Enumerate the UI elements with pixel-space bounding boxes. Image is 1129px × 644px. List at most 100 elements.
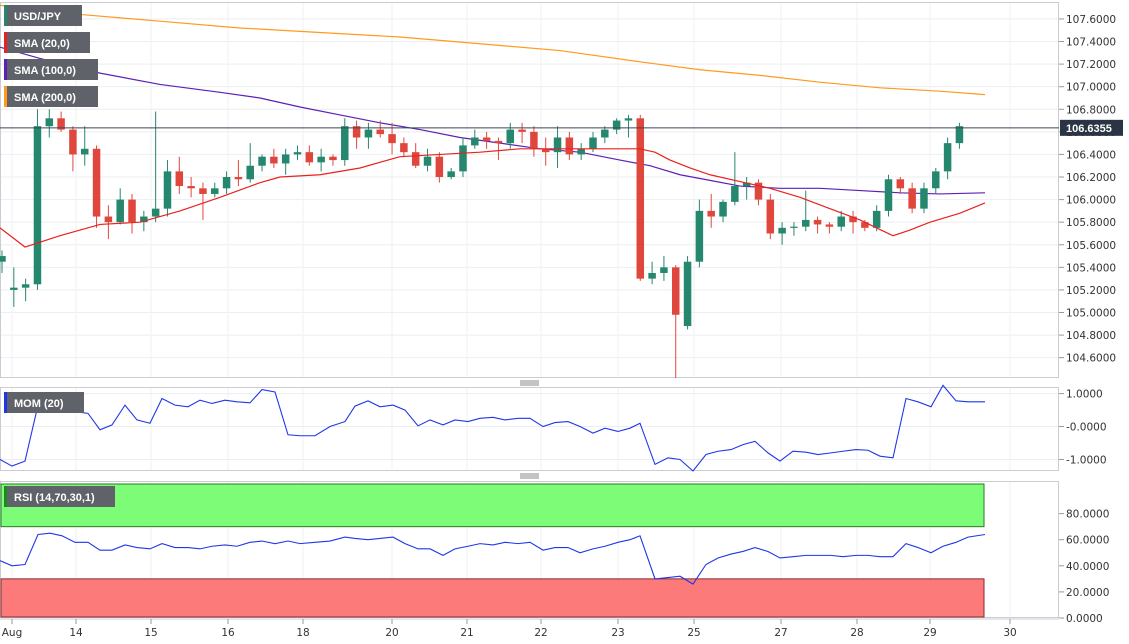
candle bbox=[435, 152, 444, 183]
main-y-tick-label: 107.4000 bbox=[1066, 37, 1116, 49]
candle bbox=[790, 222, 798, 236]
candle bbox=[908, 182, 916, 214]
candle bbox=[612, 118, 621, 135]
candle bbox=[577, 143, 585, 161]
candle-body bbox=[163, 171, 172, 209]
candle-body bbox=[707, 210, 715, 217]
x-tick-label: 22 bbox=[534, 627, 547, 639]
candle-body bbox=[175, 171, 184, 187]
candle-body bbox=[731, 186, 739, 202]
candle-body bbox=[872, 210, 881, 228]
candle-body bbox=[45, 118, 54, 127]
main-y-tick-label: 104.8000 bbox=[1066, 330, 1116, 342]
candle bbox=[731, 152, 739, 206]
candle-body bbox=[802, 219, 810, 227]
candle-body bbox=[447, 171, 455, 178]
candle-body bbox=[435, 156, 444, 178]
rsi-y-tick-label: 80.0000 bbox=[1066, 509, 1109, 521]
candle bbox=[518, 122, 526, 144]
candle bbox=[683, 256, 692, 330]
candle bbox=[329, 154, 337, 166]
candle-body bbox=[0, 256, 6, 262]
candle bbox=[494, 137, 503, 161]
x-tick-label: 25 bbox=[687, 627, 700, 639]
candle-body bbox=[671, 267, 680, 315]
candle bbox=[660, 256, 668, 281]
candle bbox=[849, 210, 857, 234]
last-price-label-bg bbox=[1060, 119, 1123, 136]
legend-sma200-text: SMA (200,0) bbox=[14, 92, 76, 104]
candle-body bbox=[92, 148, 101, 217]
candle bbox=[246, 143, 254, 183]
x-tick-label: 27 bbox=[774, 627, 787, 639]
main-y-tick-label: 105.2000 bbox=[1066, 285, 1116, 297]
candle bbox=[636, 114, 645, 281]
candle bbox=[45, 109, 54, 138]
candle-body bbox=[695, 210, 704, 262]
candle-body bbox=[896, 179, 905, 189]
candle bbox=[352, 120, 361, 149]
candle bbox=[695, 199, 704, 268]
candle bbox=[104, 205, 113, 240]
candle-body bbox=[400, 143, 408, 153]
candle bbox=[932, 167, 940, 194]
candle-body bbox=[612, 120, 621, 130]
legend-sma20-bg bbox=[4, 32, 90, 53]
candle bbox=[364, 122, 373, 149]
candle-body bbox=[908, 188, 916, 209]
x-tick-label: 30 bbox=[1003, 627, 1016, 639]
x-tick-label: 16 bbox=[221, 627, 235, 639]
candle-body bbox=[341, 126, 349, 161]
legend-sma200: SMA (200,0) bbox=[4, 86, 98, 107]
rsi-overbought-zone bbox=[0, 483, 985, 528]
x-tick-label: 14 bbox=[69, 627, 83, 639]
candle bbox=[553, 126, 562, 168]
candle-body bbox=[636, 118, 645, 279]
panel-splitter-2 bbox=[520, 473, 539, 479]
candle bbox=[707, 193, 715, 228]
main-y-tick-label: 106.4000 bbox=[1066, 149, 1116, 161]
main-y-tick-label: 106.8000 bbox=[1066, 104, 1116, 116]
candle-body bbox=[565, 137, 574, 155]
candle-body bbox=[140, 216, 148, 223]
candle bbox=[506, 122, 515, 149]
candle-body bbox=[494, 140, 503, 144]
candle bbox=[530, 126, 538, 157]
candle bbox=[270, 148, 278, 168]
rsi-y-tick-label: 40.0000 bbox=[1066, 561, 1109, 573]
legend-mom-text: MOM (20) bbox=[14, 398, 64, 410]
mom-y-tick-label: 1.0000 bbox=[1066, 389, 1103, 401]
candle-body bbox=[364, 129, 373, 138]
candle bbox=[872, 205, 881, 232]
candles bbox=[0, 109, 964, 378]
candle-body bbox=[151, 208, 160, 217]
candle bbox=[163, 160, 172, 217]
main-panel bbox=[0, 2, 1059, 378]
candle bbox=[69, 126, 77, 172]
candle bbox=[943, 137, 952, 180]
candle-body bbox=[601, 129, 609, 138]
candle bbox=[116, 188, 124, 225]
candle bbox=[21, 278, 30, 302]
candle-body bbox=[482, 137, 491, 141]
candle bbox=[955, 122, 964, 149]
x-tick-label: 20 bbox=[385, 627, 398, 639]
candle-body bbox=[116, 199, 124, 223]
candle-body bbox=[211, 188, 219, 194]
candle bbox=[281, 148, 290, 175]
candle bbox=[482, 131, 491, 149]
candle-body bbox=[222, 177, 231, 189]
candle bbox=[754, 179, 763, 206]
rsi-oversold-zone bbox=[0, 578, 985, 618]
x-tick-label: 23 bbox=[611, 627, 624, 639]
candle-body bbox=[837, 216, 845, 227]
candle-body bbox=[506, 129, 515, 144]
candle bbox=[447, 167, 455, 180]
candle bbox=[896, 177, 905, 194]
legend-sma20-swatch bbox=[4, 32, 7, 53]
candle bbox=[541, 137, 550, 166]
candle-body bbox=[849, 216, 857, 223]
candle bbox=[837, 210, 845, 232]
candle-body bbox=[813, 219, 822, 225]
